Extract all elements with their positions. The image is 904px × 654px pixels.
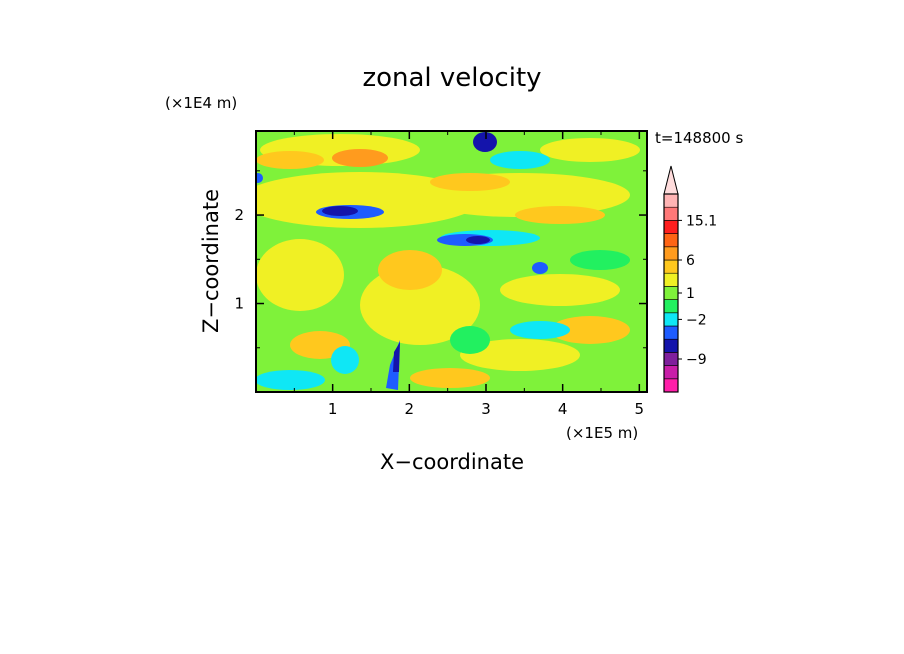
velocity-field xyxy=(256,131,647,392)
axis-ticks: 1 2 3 4 5 1 2 xyxy=(234,131,647,418)
x-axis-label: X−coordinate xyxy=(380,450,524,474)
colorbar-swatch-6 xyxy=(663,299,679,314)
colorbar-swatch-13 xyxy=(663,206,679,221)
plot-frame xyxy=(255,130,648,393)
x-tick-label-3: 4 xyxy=(558,400,568,418)
colorbar-label-1: 6 xyxy=(686,253,695,269)
x-tick-label-1: 2 xyxy=(405,400,415,418)
colorbar-label-0: 15.1 xyxy=(686,213,717,229)
colorbar-label-3: −2 xyxy=(686,312,707,328)
time-label: t=148800 s xyxy=(655,129,743,147)
colorbar-swatch-3 xyxy=(663,338,679,353)
colorbar: 15.1 6 1 −2 −9 xyxy=(663,165,717,393)
colorbar-swatch-4 xyxy=(663,325,679,340)
y-tick-label-0: 1 xyxy=(234,295,244,313)
y-axis-label: Z−coordinate xyxy=(199,189,223,333)
chart-title: zonal velocity xyxy=(362,63,541,93)
y-axis-unit: (×1E4 m) xyxy=(165,94,237,112)
colorbar-swatch-12 xyxy=(663,220,679,234)
x-tick-label-0: 1 xyxy=(328,400,338,418)
colorbar-swatch-0 xyxy=(663,378,679,393)
y-tick-label-1: 2 xyxy=(234,206,244,224)
colorbar-swatch-2 xyxy=(663,352,679,366)
x-axis-unit: (×1E5 m) xyxy=(566,424,638,442)
colorbar-swatch-1 xyxy=(663,365,679,380)
colorbar-label-4: −9 xyxy=(686,352,707,368)
colorbar-swatch-8 xyxy=(663,272,679,287)
colorbar-swatch-5 xyxy=(663,312,679,327)
colorbar-swatch-7 xyxy=(663,286,679,300)
x-tick-label-2: 3 xyxy=(481,400,491,418)
colorbar-swatch-14 xyxy=(663,193,679,208)
colorbar-arrow xyxy=(663,165,679,195)
x-tick-label-4: 5 xyxy=(635,400,645,418)
colorbar-label-2: 1 xyxy=(686,286,695,302)
colorbar-swatch-9 xyxy=(663,259,679,274)
colorbar-swatch-10 xyxy=(663,246,679,261)
colorbar-swatch-11 xyxy=(663,233,679,248)
